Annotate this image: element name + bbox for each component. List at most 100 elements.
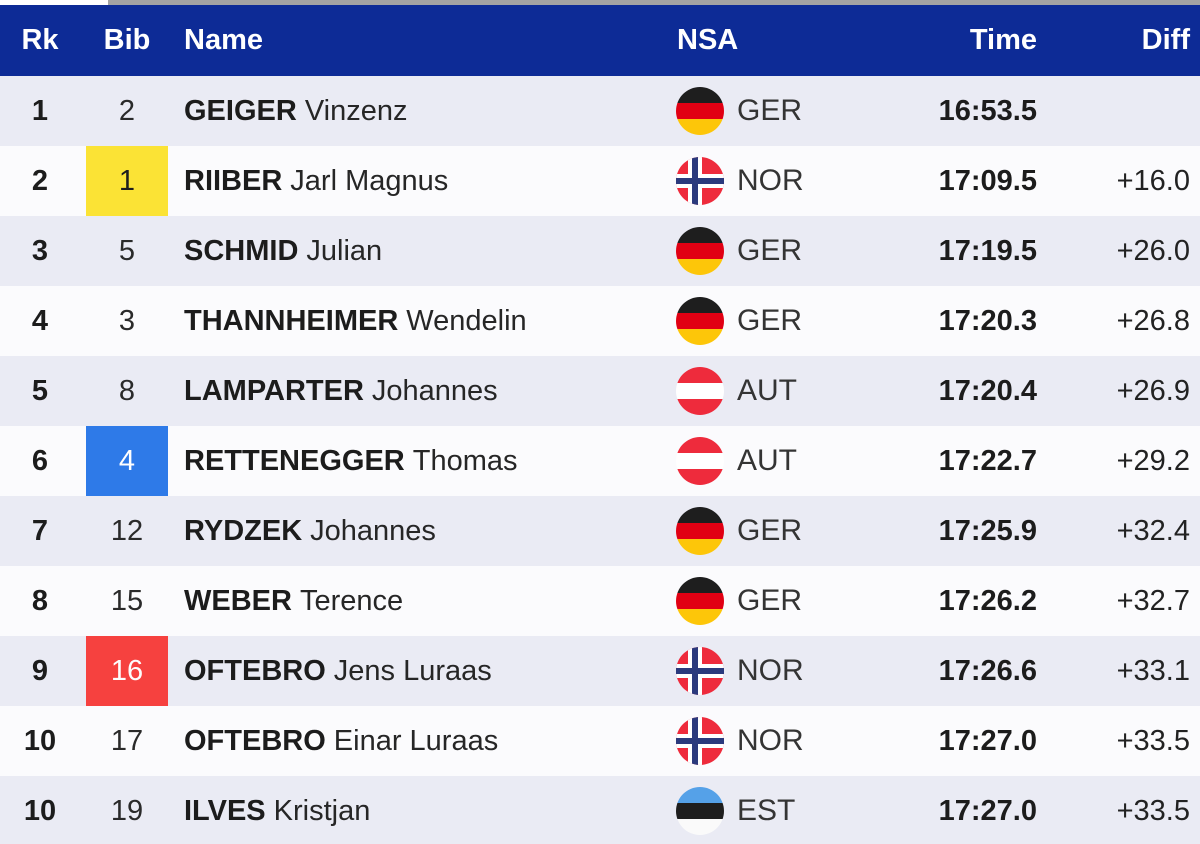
diff-cell: +33.5 bbox=[1116, 724, 1190, 757]
bib-number: 1 bbox=[86, 146, 168, 216]
rank-cell: 4 bbox=[31, 304, 49, 337]
nsa-code: NOR bbox=[737, 724, 804, 757]
nsa-cell: GER bbox=[660, 87, 880, 135]
name-cell: LAMPARTER Johannes bbox=[174, 375, 660, 408]
flag-nor-icon bbox=[676, 717, 724, 765]
athlete-first-name: Johannes bbox=[310, 514, 436, 547]
diff-cell: +16.0 bbox=[1116, 164, 1190, 197]
diff-cell: +29.2 bbox=[1116, 444, 1190, 477]
table-row: 7 12 RYDZEK Johannes GER 17:25.9 +32.4 bbox=[0, 496, 1200, 566]
bib-number: 3 bbox=[118, 304, 136, 337]
athlete-last-name: THANNHEIMER bbox=[184, 304, 399, 337]
bib-number: 15 bbox=[110, 584, 144, 617]
table-row: 5 8 LAMPARTER Johannes AUT 17:20.4 +26.9 bbox=[0, 356, 1200, 426]
column-header-time: Time bbox=[969, 24, 1037, 56]
time-cell: 17:19.5 bbox=[938, 234, 1037, 267]
flag-ger-icon bbox=[676, 507, 724, 555]
athlete-first-name: Julian bbox=[306, 234, 383, 267]
nsa-cell: AUT bbox=[660, 437, 880, 485]
diff-cell: +33.1 bbox=[1116, 654, 1190, 687]
time-cell: 17:20.4 bbox=[938, 374, 1037, 407]
flag-ger-icon bbox=[676, 297, 724, 345]
nsa-code: GER bbox=[737, 234, 803, 267]
name-cell: RIIBER Jarl Magnus bbox=[174, 165, 660, 198]
bib-cell: 12 bbox=[80, 496, 174, 566]
flag-aut-icon bbox=[676, 437, 724, 485]
bib-number: 12 bbox=[110, 514, 144, 547]
flag-est-icon bbox=[676, 787, 724, 835]
diff-cell: +32.4 bbox=[1116, 514, 1190, 547]
athlete-first-name: Terence bbox=[299, 584, 404, 617]
athlete-last-name: GEIGER bbox=[184, 94, 297, 127]
table-row: 3 5 SCHMID Julian GER 17:19.5 +26.0 bbox=[0, 216, 1200, 286]
bib-cell: 3 bbox=[80, 286, 174, 356]
nsa-code: AUT bbox=[737, 374, 797, 407]
name-cell: RYDZEK Johannes bbox=[174, 515, 660, 548]
time-cell: 17:09.5 bbox=[938, 164, 1037, 197]
nsa-cell: NOR bbox=[660, 717, 880, 765]
column-header-diff: Diff bbox=[1141, 24, 1190, 56]
name-cell: GEIGER Vinzenz bbox=[174, 95, 660, 128]
time-cell: 17:27.0 bbox=[938, 724, 1037, 757]
athlete-first-name: Einar Luraas bbox=[333, 724, 499, 757]
time-cell: 17:27.0 bbox=[938, 794, 1037, 827]
athlete-first-name: Johannes bbox=[371, 374, 498, 407]
bib-cell: 19 bbox=[80, 776, 174, 844]
flag-aut-icon bbox=[676, 367, 724, 415]
flag-ger-icon bbox=[676, 577, 724, 625]
athlete-last-name: WEBER bbox=[184, 584, 292, 617]
table-row: 1 2 GEIGER Vinzenz GER 16:53.5 bbox=[0, 76, 1200, 146]
nsa-code: GER bbox=[737, 514, 803, 547]
bib-number: 17 bbox=[110, 724, 144, 757]
table-row: 6 4 RETTENEGGER Thomas AUT 17:22.7 +29.2 bbox=[0, 426, 1200, 496]
rank-cell: 3 bbox=[31, 234, 49, 267]
nsa-cell: AUT bbox=[660, 367, 880, 415]
nsa-code: NOR bbox=[737, 164, 804, 197]
nsa-cell: GER bbox=[660, 297, 880, 345]
bib-cell: 4 bbox=[80, 426, 174, 496]
time-cell: 17:26.6 bbox=[938, 654, 1037, 687]
table-row: 10 17 OFTEBRO Einar Luraas NOR 17:27.0 +3… bbox=[0, 706, 1200, 776]
table-row: 8 15 WEBER Terence GER 17:26.2 +32.7 bbox=[0, 566, 1200, 636]
name-cell: RETTENEGGER Thomas bbox=[174, 445, 660, 478]
nsa-code: GER bbox=[737, 94, 803, 127]
name-cell: THANNHEIMER Wendelin bbox=[174, 305, 660, 338]
column-header-name: Name bbox=[184, 24, 263, 56]
name-cell: OFTEBRO Einar Luraas bbox=[174, 725, 660, 758]
table-row: 4 3 THANNHEIMER Wendelin GER 17:20.3 +26.… bbox=[0, 286, 1200, 356]
bib-number: 16 bbox=[86, 636, 168, 706]
bib-number: 8 bbox=[118, 374, 136, 407]
results-table-header: Rk Bib Name NSA Time Diff bbox=[0, 5, 1200, 76]
bib-number: 5 bbox=[118, 234, 136, 267]
top-edge-white-segment bbox=[0, 0, 108, 5]
nsa-code: EST bbox=[737, 794, 796, 827]
time-cell: 17:26.2 bbox=[938, 584, 1037, 617]
table-row: 9 16 OFTEBRO Jens Luraas NOR 17:26.6 +33.… bbox=[0, 636, 1200, 706]
rank-cell: 10 bbox=[23, 794, 57, 827]
nsa-code: NOR bbox=[737, 654, 804, 687]
time-cell: 17:25.9 bbox=[938, 514, 1037, 547]
rank-cell: 5 bbox=[31, 374, 49, 407]
flag-ger-icon bbox=[676, 227, 724, 275]
nsa-cell: EST bbox=[660, 787, 880, 835]
athlete-first-name: Thomas bbox=[412, 444, 518, 477]
nsa-cell: GER bbox=[660, 227, 880, 275]
table-row: 10 19 ILVES Kristjan EST 17:27.0 +33.5 bbox=[0, 776, 1200, 844]
nsa-cell: GER bbox=[660, 507, 880, 555]
time-cell: 17:20.3 bbox=[938, 304, 1037, 337]
athlete-first-name: Jarl Magnus bbox=[290, 164, 449, 197]
athlete-last-name: OFTEBRO bbox=[184, 724, 326, 757]
flag-ger-icon bbox=[676, 87, 724, 135]
athlete-last-name: RIIBER bbox=[184, 164, 283, 197]
nsa-code: GER bbox=[737, 584, 803, 617]
diff-cell: +32.7 bbox=[1116, 584, 1190, 617]
athlete-last-name: RETTENEGGER bbox=[184, 444, 405, 477]
rank-cell: 10 bbox=[23, 724, 57, 757]
diff-cell: +26.8 bbox=[1116, 304, 1190, 337]
athlete-first-name: Kristjan bbox=[273, 794, 371, 827]
name-cell: SCHMID Julian bbox=[174, 235, 660, 268]
bib-cell: 5 bbox=[80, 216, 174, 286]
athlete-last-name: ILVES bbox=[184, 794, 266, 827]
name-cell: WEBER Terence bbox=[174, 585, 660, 618]
bib-cell: 2 bbox=[80, 76, 174, 146]
